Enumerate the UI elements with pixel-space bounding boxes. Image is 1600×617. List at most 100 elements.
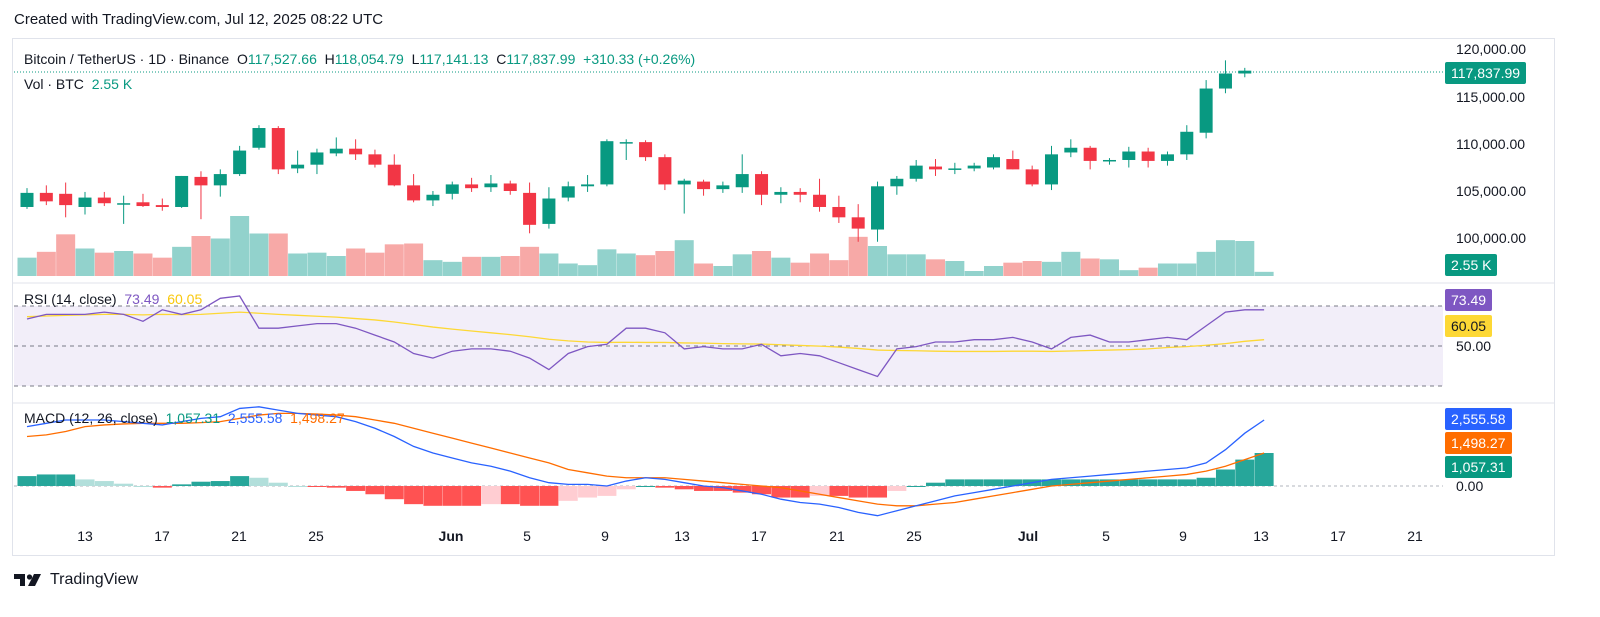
candle-body: [1064, 147, 1078, 153]
candle: [1180, 125, 1194, 160]
macd-label[interactable]: MACD (12, 26, close): [24, 410, 158, 426]
candle: [387, 154, 401, 187]
candle: [1083, 145, 1097, 170]
candle-body: [967, 165, 981, 169]
macd-histogram-bar: [984, 479, 1003, 486]
candle-body: [581, 184, 595, 187]
rsi-pane: [14, 295, 1443, 387]
volume-bar: [752, 251, 772, 276]
volume-bar: [442, 261, 462, 276]
candle: [1064, 139, 1078, 158]
volume-label[interactable]: Vol · BTC: [24, 76, 84, 92]
candle-body: [832, 206, 846, 218]
candle-body: [329, 148, 343, 154]
macd-histogram-bar: [829, 486, 849, 496]
x-tick: 25: [906, 528, 922, 544]
macd-histogram-bar: [500, 486, 520, 505]
macd-histogram-bar: [346, 486, 366, 491]
volume-bar: [810, 253, 830, 276]
candle: [1025, 165, 1039, 187]
high-value: 118,054.79: [334, 51, 404, 67]
y-tick: 115,000.00: [1456, 89, 1526, 105]
volume-bar: [172, 246, 192, 276]
macd-histogram-bar: [713, 486, 733, 491]
candle-body: [735, 174, 749, 188]
candle: [677, 178, 691, 214]
y-tick: 105,000.00: [1456, 183, 1527, 199]
candle: [851, 204, 865, 242]
rsi-label[interactable]: RSI (14, close): [24, 291, 117, 307]
candle-body: [117, 203, 131, 205]
macd-histogram-bar: [790, 486, 810, 498]
macd-histogram-bar: [288, 486, 308, 487]
macd-histogram-bar: [520, 486, 540, 506]
candle: [233, 145, 247, 176]
volume-bar: [887, 254, 907, 276]
candle: [136, 193, 150, 207]
volume-bar: [945, 261, 965, 276]
footer-brand[interactable]: TradingView: [14, 571, 138, 589]
candle: [890, 175, 904, 195]
rsi-legend: RSI (14, close) 73.49 60.05: [24, 291, 202, 307]
macd-histogram-bar: [578, 486, 598, 498]
candle: [59, 182, 73, 218]
volume-bar: [249, 233, 269, 276]
candle: [909, 159, 923, 182]
candle: [658, 154, 672, 191]
volume-bar: [75, 248, 95, 276]
candle-body: [677, 180, 691, 185]
candle: [1218, 60, 1232, 94]
macd-histogram-bar: [868, 486, 888, 498]
macd-histogram-bar: [1003, 479, 1023, 486]
candle-body: [97, 197, 111, 204]
candle-body: [755, 174, 769, 195]
macd-histogram-bar: [558, 486, 578, 501]
macd-histogram-bar: [616, 486, 636, 490]
candle: [542, 187, 556, 229]
candle: [523, 182, 537, 234]
macd-badge: 2,555.58: [1445, 408, 1512, 430]
volume-bar: [365, 252, 385, 276]
price-badge: 117,837.99: [1445, 62, 1527, 84]
macd-histogram-bar: [732, 486, 752, 493]
volume-bar: [1196, 251, 1216, 276]
low-label: L: [411, 51, 420, 67]
macd-histogram-bar: [1235, 459, 1255, 486]
macd-histogram-bar: [674, 486, 694, 490]
macd-histogram-bar: [172, 484, 192, 486]
macd-histogram-bar: [404, 486, 424, 505]
candle-body: [561, 186, 575, 198]
macd-histogram-bar: [926, 482, 946, 486]
volume-bar: [1215, 240, 1235, 276]
x-tick: 17: [1330, 528, 1346, 544]
rsi-ma-value: 60.05: [167, 291, 203, 307]
macd-histogram-bar: [887, 486, 907, 491]
candle-body: [465, 184, 479, 189]
candle: [600, 139, 614, 187]
candle: [175, 175, 189, 208]
close-value: 117,837.99: [506, 51, 576, 67]
volume-bar: [674, 240, 694, 276]
candle: [1141, 147, 1155, 168]
macd-tick: 0.00: [1456, 478, 1484, 494]
volume-bar: [1022, 261, 1042, 276]
candle-body: [523, 192, 537, 225]
symbol-label[interactable]: Bitcoin / TetherUS · 1D · Binance: [24, 51, 230, 67]
macd-histogram-bar: [539, 486, 559, 506]
macd-histogram-bar: [1215, 469, 1235, 486]
candle: [755, 171, 769, 206]
volume-bar: [1080, 258, 1100, 276]
macd-histogram-bar: [694, 486, 714, 491]
macd-histogram-bar: [1196, 477, 1216, 486]
candle: [1006, 150, 1020, 170]
macd-histogram-bar: [114, 483, 134, 486]
candle: [871, 181, 885, 242]
volume-bar: [1254, 271, 1274, 276]
volume-legend: Vol · BTC 2.55 K: [24, 76, 132, 92]
candle: [832, 195, 846, 223]
candle: [213, 169, 227, 197]
rsi-badge: 73.49: [1445, 289, 1493, 311]
candle: [793, 188, 807, 203]
volume-bar: [56, 234, 76, 276]
